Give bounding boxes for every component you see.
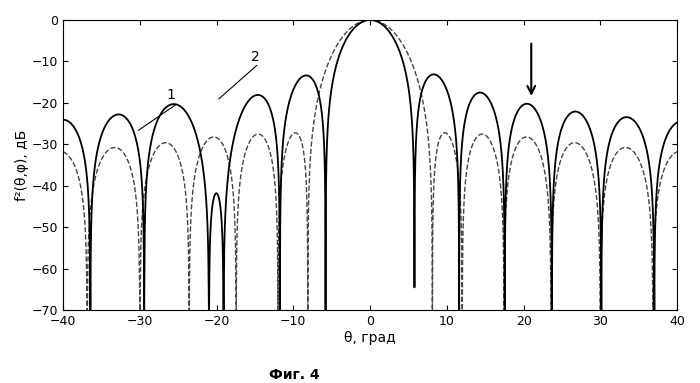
X-axis label: θ, град: θ, град: [344, 331, 396, 345]
Text: 2: 2: [251, 51, 260, 64]
Text: Фиг. 4: Фиг. 4: [269, 368, 319, 382]
Y-axis label: f²(θ,φ), дБ: f²(θ,φ), дБ: [15, 129, 29, 201]
Text: 1: 1: [166, 88, 175, 102]
